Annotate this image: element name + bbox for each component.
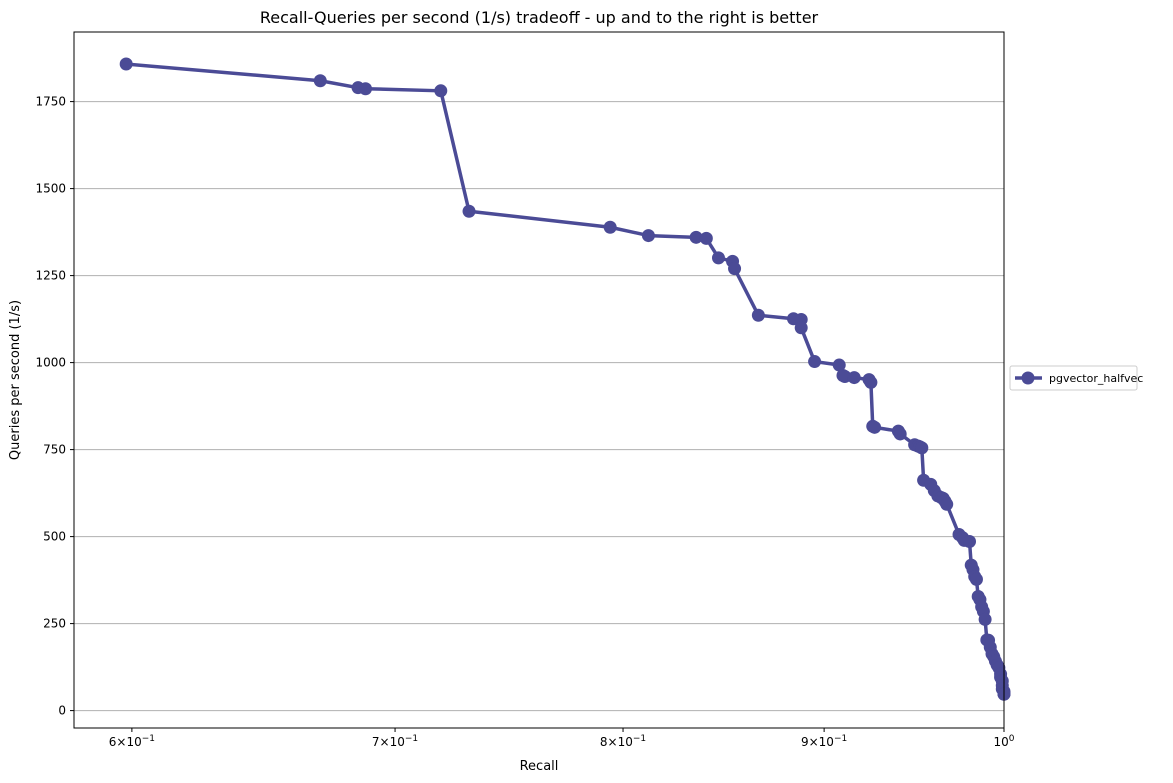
x-tick-label: 6×10−1 <box>109 734 155 749</box>
data-point <box>893 427 907 441</box>
data-point <box>728 262 742 276</box>
data-point <box>868 420 882 434</box>
data-point <box>359 82 373 96</box>
data-point <box>794 321 808 335</box>
data-point <box>689 230 703 244</box>
legend-label: pgvector_halfvec <box>1049 372 1143 385</box>
data-point <box>462 204 476 218</box>
data-point <box>864 375 878 389</box>
data-point <box>940 497 954 511</box>
x-tick-label: 7×10−1 <box>372 734 418 749</box>
data-point <box>603 220 617 234</box>
y-tick-label: 1500 <box>35 182 66 196</box>
x-axis-label: Recall <box>520 759 559 774</box>
y-axis-label: Queries per second (1/s) <box>8 300 23 460</box>
x-axis-ticks: 6×10−1 7×10−1 8×10−1 9×10−1 100 <box>109 728 1015 749</box>
y-tick-label: 250 <box>43 617 66 631</box>
data-point <box>119 57 133 71</box>
data-point <box>915 441 929 455</box>
y-tick-label: 1250 <box>35 269 66 283</box>
y-axis-ticks: 0 250 500 750 1000 1250 1500 1750 <box>35 95 74 718</box>
data-point <box>808 355 822 369</box>
data-point <box>978 612 992 626</box>
data-point <box>711 251 725 265</box>
plot-frame <box>73 31 1005 729</box>
y-tick-label: 750 <box>43 443 66 457</box>
data-point <box>832 358 846 372</box>
data-point <box>641 229 655 243</box>
data-point <box>313 74 327 88</box>
gridlines <box>74 101 1004 712</box>
legend-marker <box>1021 371 1035 385</box>
y-tick-label: 1000 <box>35 356 66 370</box>
data-point <box>699 231 713 245</box>
data-point <box>969 572 983 586</box>
y-tick-label: 500 <box>43 530 66 544</box>
chart-title: Recall-Queries per second (1/s) tradeoff… <box>260 8 819 27</box>
data-point <box>751 308 765 322</box>
data-point <box>434 84 448 98</box>
y-tick-label: 1750 <box>35 95 66 109</box>
x-tick-label: 100 <box>993 734 1014 749</box>
data-point <box>847 371 861 385</box>
data-point <box>963 534 977 548</box>
legend: pgvector_halfvec <box>1009 365 1143 391</box>
x-tick-label: 9×10−1 <box>801 734 847 749</box>
x-tick-label: 8×10−1 <box>600 734 646 749</box>
legend-box <box>1009 365 1138 391</box>
y-tick-label: 0 <box>58 704 66 718</box>
plot-area <box>119 57 1011 701</box>
